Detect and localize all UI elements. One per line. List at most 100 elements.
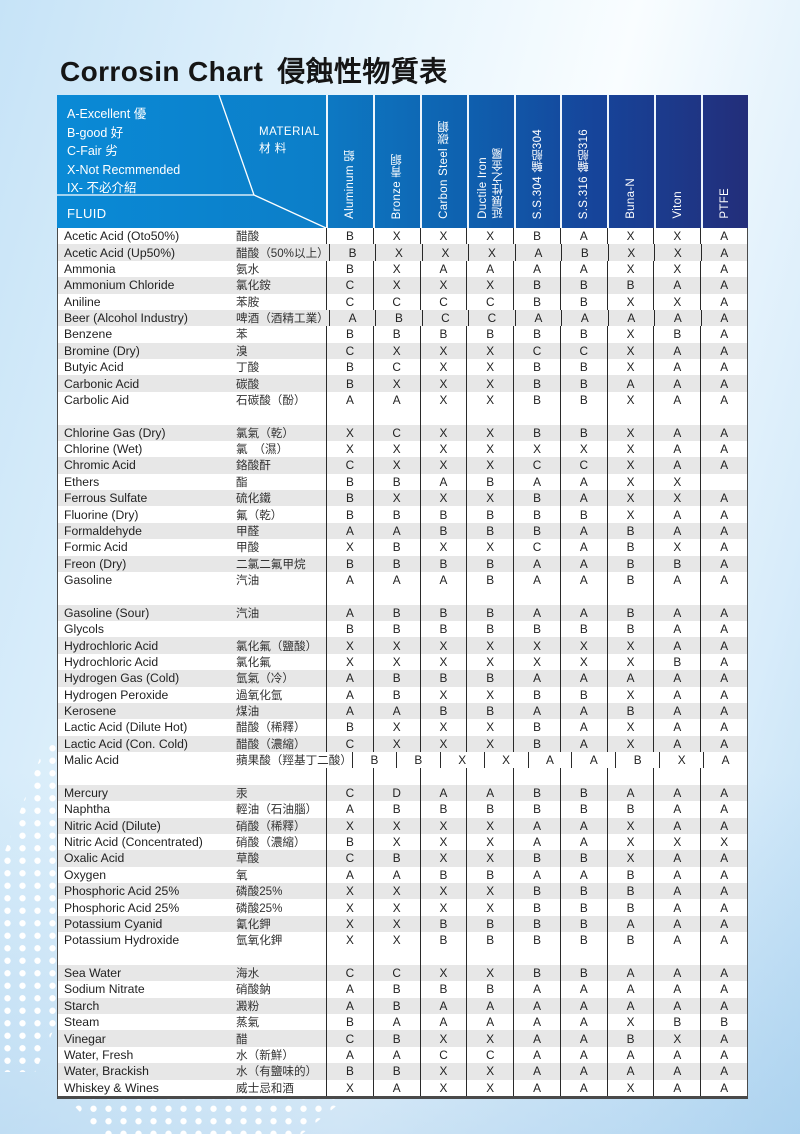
rating-cell: B <box>513 719 560 736</box>
rating-cell: A <box>559 539 607 556</box>
rating-cell: X <box>606 473 654 490</box>
rating-cell <box>700 408 747 425</box>
rating-cell <box>372 768 420 785</box>
rating-cell: X <box>559 653 607 671</box>
rating-cell: X <box>419 637 467 654</box>
rating-cell: X <box>606 457 654 474</box>
rating-cell: X <box>606 833 654 851</box>
fluid-name-en: Formic Acid <box>64 540 128 555</box>
fluid-name-cell <box>58 768 326 784</box>
material-column-label: Carbon Steel 碳鋼 <box>437 121 450 219</box>
rating-cell: B <box>326 719 373 736</box>
rating-cell <box>559 588 607 605</box>
rating-cell: X <box>326 653 373 671</box>
rating-cell: B <box>559 784 607 802</box>
rating-cell: A <box>513 604 560 621</box>
rating-cell: A <box>653 1063 700 1080</box>
fluid-name-cell: Butyic Acid 丁酸 <box>58 359 326 375</box>
rating-cell <box>700 588 747 605</box>
rating-cell: X <box>419 1030 467 1047</box>
rating-cell: X <box>606 817 654 834</box>
fluid-name-cell: Carbonic Acid 碳酸 <box>58 375 326 391</box>
rating-cell: A <box>700 686 747 703</box>
fluid-name-cell: Malic Acid 蘋果酸（羥基丁二酸） <box>58 752 352 768</box>
rating-cell: A <box>653 899 700 916</box>
rating-cell: B <box>615 752 659 769</box>
table-row: Gasoline (Sour) 汽油 A B B B A A B A A <box>58 604 747 621</box>
rating-cell: X <box>466 228 513 245</box>
rating-cell: X <box>607 244 654 261</box>
rating-cell: B <box>513 359 560 376</box>
rating-cell: X <box>419 964 467 982</box>
fluid-column-label: FLUID <box>67 206 107 221</box>
rating-cell: A <box>561 309 607 327</box>
rating-cell: B <box>372 670 420 687</box>
rating-cell: A <box>700 653 747 671</box>
rating-cell: A <box>653 784 700 802</box>
rating-cell: C <box>559 457 607 474</box>
rating-cell: X <box>466 850 513 867</box>
corrosion-table: A-Excellent 優 B-good 好 C-Fair 劣 X-Not Recmm… <box>57 95 748 1099</box>
rating-cell: A <box>700 784 747 802</box>
rating-cell: C <box>326 784 373 802</box>
rating-cell: B <box>466 702 513 720</box>
rating-cell: X <box>466 359 513 376</box>
fluid-name-cell: Water, Brackish 水（有鹽味的） <box>58 1063 326 1079</box>
rating-cell: C <box>372 293 420 310</box>
rating-cell: C <box>326 457 373 474</box>
rating-cell: X <box>419 686 467 703</box>
rating-cell: A <box>654 309 700 327</box>
rating-cell: X <box>326 932 373 949</box>
rating-cell: A <box>700 244 747 261</box>
fluid-name-zh: 汽油 <box>236 606 260 620</box>
page-title-en: Corrosin Chart <box>60 56 264 87</box>
rating-cell: B <box>326 490 373 507</box>
rating-cell: X <box>606 260 654 278</box>
rating-cell <box>606 948 654 965</box>
rating-cell <box>326 768 373 785</box>
rating-cell: C <box>326 735 373 752</box>
table-row: Phosphoric Acid 25% 磷酸25% X X X X B B B A A <box>58 883 747 900</box>
rating-cell: B <box>559 686 607 703</box>
rating-cell: B <box>419 702 467 720</box>
rating-cell: A <box>653 457 700 474</box>
fluid-name-cell: Chlorine Gas (Dry) 氯氣（乾） <box>58 425 326 441</box>
table-row: Chlorine (Wet) 氯 （濕） X X X X X X X A A <box>58 440 747 458</box>
rating-cell <box>559 948 607 965</box>
fluid-name-cell: Formic Acid 甲酸 <box>58 539 326 555</box>
rating-cell: B <box>606 277 654 294</box>
rating-cell: B <box>513 915 560 933</box>
fluid-name-cell: Sodium Nitrate 硝酸鈉 <box>58 981 326 997</box>
material-column-label: Bronze 青銅 <box>390 153 403 219</box>
rating-cell: B <box>326 260 373 278</box>
rating-cell: X <box>468 244 514 261</box>
rating-cell: A <box>653 424 700 441</box>
rating-cell: X <box>606 735 654 752</box>
rating-cell <box>559 408 607 425</box>
rating-cell: B <box>513 424 560 441</box>
rating-cell: B <box>559 964 607 982</box>
rating-cell: C <box>372 964 420 982</box>
table-row: Sodium Nitrate 硝酸鈉 A B B B A A A A A <box>58 981 747 998</box>
rating-cell: X <box>419 277 467 294</box>
rating-cell: X <box>466 277 513 294</box>
rating-cell <box>326 588 373 605</box>
rating-cell: C <box>513 539 560 556</box>
rating-cell: X <box>326 1079 373 1096</box>
table-header: A-Excellent 優 B-good 好 C-Fair 劣 X-Not Recmm… <box>57 95 748 228</box>
rating-cell: X <box>326 440 373 458</box>
rating-cell: A <box>700 457 747 474</box>
rating-cell: X <box>606 424 654 441</box>
rating-cell: A <box>653 883 700 900</box>
rating-cell: A <box>653 817 700 834</box>
rating-cell: B <box>419 670 467 687</box>
rating-cell: A <box>527 752 572 769</box>
rating-cell: C <box>372 424 420 441</box>
rating-cell: X <box>419 457 467 474</box>
table-row: Hydrogen Gas (Cold) 氫氣（冷） A B B B A A A A A <box>58 670 747 687</box>
fluid-name-en: Phosphoric Acid 25% <box>64 900 180 915</box>
rating-cell <box>326 948 373 965</box>
fluid-name-zh: 碳酸 <box>236 377 260 391</box>
rating-cell: B <box>653 1014 700 1031</box>
fluid-name-en: Potassium Cyanid <box>64 916 163 931</box>
